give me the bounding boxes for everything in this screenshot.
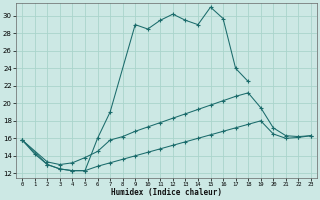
X-axis label: Humidex (Indice chaleur): Humidex (Indice chaleur) — [111, 188, 222, 197]
